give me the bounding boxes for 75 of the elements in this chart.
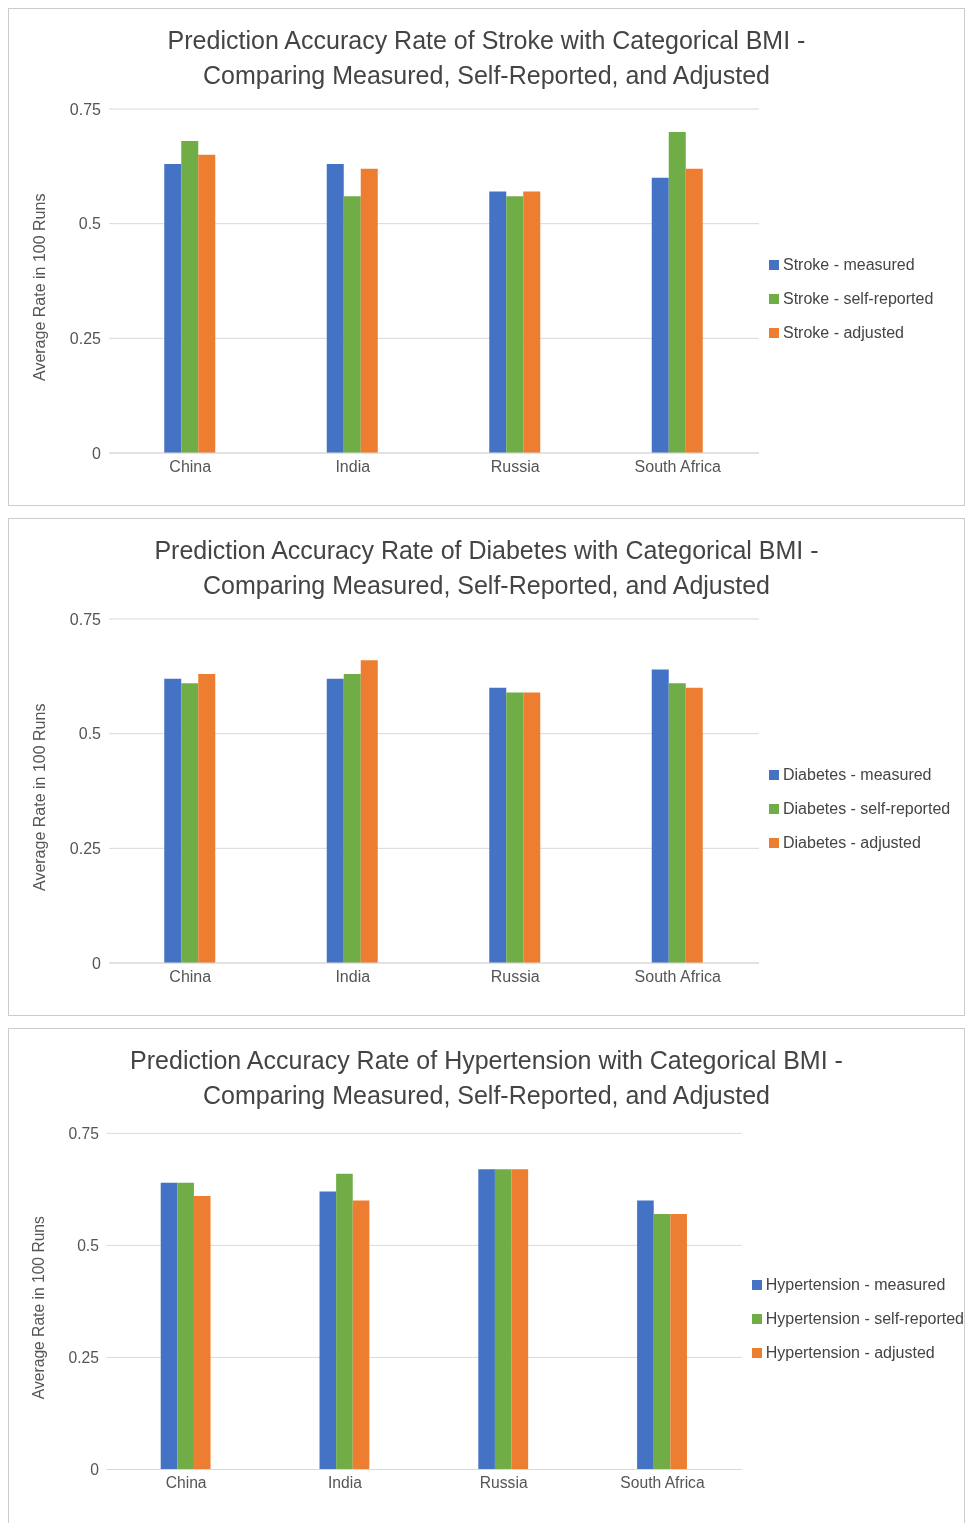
legend-label: Diabetes - measured <box>783 766 932 784</box>
x-tick-label: South Africa <box>634 458 721 476</box>
x-tick-label: South Africa <box>634 968 721 986</box>
y-tick-label: 0.5 <box>78 725 102 743</box>
bar <box>489 191 507 453</box>
x-tick-label: China <box>169 458 212 476</box>
x-tick-label: China <box>169 968 212 986</box>
y-tick-label: 0.5 <box>77 1236 100 1254</box>
bar <box>637 1200 654 1470</box>
x-tick-label: India <box>335 968 371 986</box>
x-tick-label: China <box>165 1474 207 1492</box>
bar <box>198 674 216 963</box>
chart-title: Prediction Accuracy Rate of Stroke with Categorical BMI - Comparing Measured, Self-Reported, and Adjusted <box>166 25 807 91</box>
bar <box>326 164 344 453</box>
bar <box>668 131 686 453</box>
bar <box>164 678 182 963</box>
y-axis-title: Average Rate in 100 Runs <box>29 1215 47 1400</box>
bar <box>177 1182 194 1470</box>
bar <box>489 687 507 963</box>
bar <box>181 683 199 963</box>
bar <box>506 196 524 453</box>
legend-label: Diabetes - adjusted <box>783 834 921 852</box>
bar <box>685 687 703 963</box>
y-axis-title: Average Rate in 100 Runs <box>30 193 48 381</box>
bar <box>685 168 703 453</box>
bar <box>198 154 216 453</box>
bar <box>193 1196 211 1470</box>
x-tick-label: Russia <box>479 1474 528 1492</box>
bar <box>523 692 541 963</box>
y-tick-label: 0 <box>90 1461 100 1479</box>
x-tick-label: Russia <box>490 458 540 476</box>
y-tick-label: 0 <box>92 444 102 462</box>
bar <box>668 683 686 963</box>
bar <box>181 141 199 453</box>
legend-label: Diabetes - self-reported <box>783 800 951 818</box>
legend-label: Hypertension - adjusted <box>765 1344 935 1362</box>
y-tick-label: 0.5 <box>78 215 102 233</box>
bar <box>336 1173 353 1470</box>
legend-label: Hypertension - self-reported <box>765 1310 964 1328</box>
bar <box>352 1200 370 1470</box>
x-tick-label: Russia <box>490 968 540 986</box>
x-tick-label: South Africa <box>620 1474 705 1492</box>
x-tick-label: India <box>335 458 371 476</box>
bar <box>651 177 669 453</box>
chart-title: Prediction Accuracy Rate of Hypertension with Categorical BMI - Comparing Measured, Self-Reported, and Adjusted <box>129 1045 844 1111</box>
legend-label: Stroke - measured <box>783 256 915 274</box>
y-tick-label: 0.75 <box>69 100 102 118</box>
bar <box>343 674 361 963</box>
bar <box>670 1214 687 1470</box>
bar <box>506 692 524 963</box>
y-tick-label: 0.25 <box>69 330 102 348</box>
bar <box>326 678 344 963</box>
y-tick-label: 0.25 <box>68 1348 100 1366</box>
legend-label: Stroke - self-reported <box>783 290 934 308</box>
bar <box>653 1214 671 1470</box>
bar <box>343 196 361 453</box>
bar <box>360 660 378 963</box>
bar <box>319 1191 337 1470</box>
bar <box>494 1169 512 1470</box>
y-tick-label: 0 <box>92 954 102 972</box>
bar <box>511 1169 529 1470</box>
bar <box>523 191 541 453</box>
bar <box>478 1169 495 1470</box>
legend-label: Stroke - adjusted <box>783 324 904 342</box>
bar <box>360 168 378 453</box>
bar <box>651 669 669 963</box>
chart-title: Prediction Accuracy Rate of Diabetes with Categorical BMI - Comparing Measured, Self-Reported, and Adjusted <box>153 535 820 601</box>
y-tick-label: 0.25 <box>69 840 102 858</box>
legend-label: Hypertension - measured <box>765 1276 946 1294</box>
y-axis-title: Average Rate in 100 Runs <box>30 703 48 891</box>
x-tick-label: India <box>327 1474 363 1492</box>
y-tick-label: 0.75 <box>68 1124 100 1142</box>
y-tick-label: 0.75 <box>69 610 102 628</box>
bar <box>160 1182 178 1470</box>
bar <box>164 164 182 453</box>
